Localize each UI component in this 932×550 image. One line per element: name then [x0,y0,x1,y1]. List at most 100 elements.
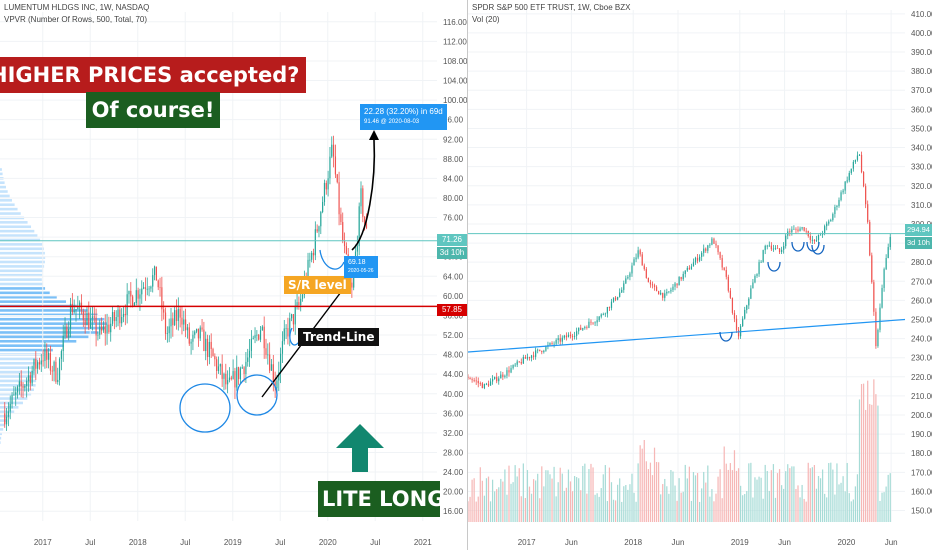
candle-body [559,338,561,342]
volume-bar [580,490,582,522]
volume-bar [582,465,584,522]
candle-body [139,294,141,299]
candle-body [649,282,652,285]
candle-body [31,370,33,384]
volume-bar [819,478,822,522]
volume-bar [649,462,652,522]
candle-body [862,172,865,187]
y-tick-label: 340.00 [911,144,932,153]
candle-body [485,383,488,385]
y-tick-label: 24.00 [443,468,464,477]
vpvr-bar [0,379,37,383]
vpvr-bar [0,247,44,251]
candle-body [865,186,867,205]
candle-body [500,374,502,379]
candle-body [71,303,73,313]
volume-bar [576,477,578,522]
candle-body [742,318,744,327]
candle-body [322,201,324,213]
candle-body [177,309,179,321]
candle-body [721,258,723,268]
candle-body [596,320,598,323]
candle-body [877,329,879,347]
candle-body [298,302,300,306]
vpvr-bar [0,256,46,259]
volume-bar [856,474,859,522]
volume-bar [545,470,547,522]
candle-body [608,307,611,308]
volume-bar [715,493,717,522]
spy-chart-svg[interactable]: 150.00 160.00 170.00 180.00 190.00 200.00 210.… [468,0,932,550]
candle-body [42,360,44,362]
candle-body [756,274,758,276]
candle-body [508,370,510,373]
volume-bar [854,486,857,522]
volume-bar [744,494,746,522]
volume-bar [785,471,787,522]
volume-bar [619,478,621,522]
volume-bar [684,464,686,522]
volume-bar [875,394,877,522]
volume-indicator-label[interactable]: Vol (20) [472,15,500,24]
candle-body [195,328,198,332]
volume-bar [557,482,559,522]
candle-body [555,339,557,344]
candle-body [674,283,676,287]
candle-body [854,159,857,162]
y-tick-label: 360.00 [911,105,932,114]
projection-curve [351,139,376,251]
candle-body [576,331,578,336]
volume-bar [668,493,670,522]
vpvr-bar [0,225,32,229]
candle-body [549,342,551,345]
volume-bar [727,469,729,522]
x-tick-label: 2018 [624,538,642,547]
candle-body [565,335,568,338]
candle-body [600,314,602,317]
candle-body [199,327,201,339]
volume-bar [766,470,768,522]
volume-bar [510,483,512,522]
candle-body [283,328,285,342]
candle-body [793,228,795,230]
volume-bar [885,486,887,522]
lite-chart-panel[interactable]: 16.00 20.00 24.00 28.00 32.00 36.00 40.00 44.00… [0,0,468,550]
volume-bar [760,477,762,522]
y-tick-label: 330.00 [911,163,932,172]
candle-body [192,334,194,342]
candle-body [102,326,105,331]
candle-body [33,359,35,371]
candle-body [541,350,543,353]
candle-body [582,328,584,330]
candle-body [272,364,274,383]
candle-body [696,257,699,261]
volume-bar [830,462,832,522]
spy-chart-panel[interactable]: 150.00 160.00 170.00 180.00 190.00 200.00 210.… [468,0,932,550]
candle-body [737,329,740,337]
origin-date: 2020-05-26 [348,268,374,274]
candle-body [175,310,178,321]
candle-body [885,257,887,270]
candle-body [325,182,327,190]
candle-body [55,361,57,382]
volume-bar [887,474,889,522]
panel-divider[interactable] [467,0,468,550]
vpvr-indicator-label[interactable]: VPVR (Number Of Rows, 500, Total, 70) [4,15,148,24]
candle-body [532,355,535,357]
candle-body [850,168,852,174]
candle-body [606,307,608,314]
volume-bar [840,482,842,522]
candle-body [801,227,803,229]
candle-body [300,298,302,306]
candle-body [713,238,715,244]
y-tick-label: 44.00 [443,370,464,379]
candle-body [617,296,619,300]
volume-bar [735,470,738,522]
candle-body [20,381,22,387]
vpvr-bar [0,181,5,185]
volume-bar [682,491,684,522]
volume-bar [590,463,592,522]
candle-body [358,206,360,247]
y-tick-label: 180.00 [911,449,932,458]
volume-bar [670,470,672,522]
